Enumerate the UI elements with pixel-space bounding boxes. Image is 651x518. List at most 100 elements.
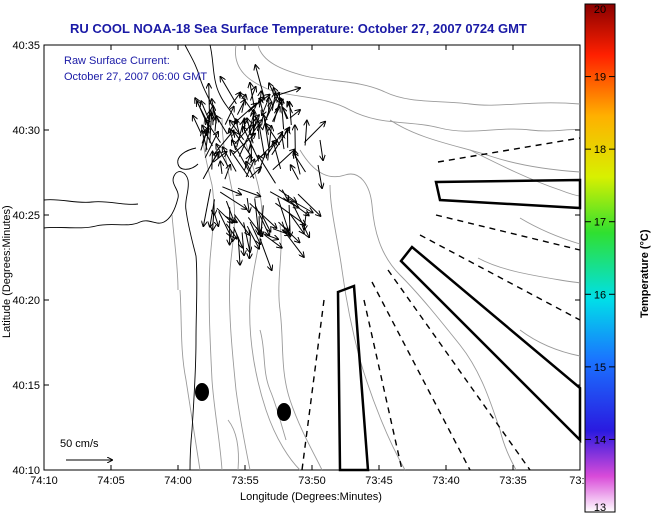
colorbar-tick-label: 18 xyxy=(594,144,606,156)
current-vector xyxy=(205,111,210,136)
colorbar: 13 14 15 16 17 18 19 20 Temperature (°C) xyxy=(584,3,651,514)
current-vector xyxy=(233,229,235,241)
colorbar-label: Temperature (°C) xyxy=(639,229,651,318)
current-vector xyxy=(291,165,299,180)
current-vector xyxy=(216,144,229,167)
map-title: RU COOL NOAA-18 Sea Surface Temperature:… xyxy=(70,21,527,36)
x-tick-label: 74:05 xyxy=(97,475,125,487)
current-vector xyxy=(320,139,323,160)
current-vector xyxy=(238,125,253,157)
current-vector xyxy=(272,150,295,171)
radar-beam-box xyxy=(399,245,582,444)
colorbar-ticks: 13 14 15 16 17 18 19 20 xyxy=(585,3,615,514)
current-vector xyxy=(212,99,217,124)
current-vector xyxy=(255,65,266,101)
colorbar-tick-label: 13 xyxy=(594,502,606,514)
colorbar-tick-label: 15 xyxy=(594,362,606,374)
current-vector xyxy=(258,156,276,184)
current-vector xyxy=(195,98,209,123)
y-tick-label: 40:15 xyxy=(12,380,40,392)
current-vector xyxy=(269,191,298,208)
y-tick-label: 40:10 xyxy=(12,465,40,477)
current-vector xyxy=(218,211,231,236)
x-axis-label: Longitude (Degrees:Minutes) xyxy=(240,491,382,503)
current-vector xyxy=(223,147,237,172)
scale-label: 50 cm/s xyxy=(60,438,99,450)
current-vector xyxy=(232,134,255,155)
current-vector xyxy=(210,113,212,143)
current-vector xyxy=(202,126,213,147)
y-tick-label: 40:35 xyxy=(12,40,40,52)
current-vector xyxy=(304,122,325,143)
current-vector xyxy=(236,100,245,115)
x-tick-label: 74:10 xyxy=(30,475,58,487)
current-vector xyxy=(238,236,240,265)
current-vector xyxy=(246,225,259,249)
current-vector xyxy=(278,189,296,203)
current-vector xyxy=(230,150,250,178)
current-vector xyxy=(259,238,272,271)
radar-beam-box xyxy=(336,284,370,472)
station-marker xyxy=(195,383,209,401)
map-plot: Raw Surface Current: October 27, 2007 06… xyxy=(43,44,582,472)
current-vector xyxy=(224,165,230,180)
current-vector xyxy=(297,193,320,216)
y-tick-label: 40:30 xyxy=(12,125,40,137)
current-vector xyxy=(282,134,284,150)
x-tick-label: 73:35 xyxy=(499,475,527,487)
current-vector xyxy=(212,152,213,170)
current-vector xyxy=(288,212,304,233)
current-vector xyxy=(237,187,260,196)
current-vector xyxy=(277,197,289,231)
colorbar-tick-label: 17 xyxy=(594,217,606,229)
current-vector xyxy=(245,160,254,178)
current-vector xyxy=(201,101,210,121)
y-axis-ticks: 40:10 40:15 40:20 40:25 40:30 40:35 xyxy=(12,40,580,477)
current-vector xyxy=(273,142,282,170)
current-vector xyxy=(262,99,269,115)
colorbar-tick-label: 20 xyxy=(594,4,606,16)
current-vector xyxy=(224,107,234,125)
y-axis-label: Latitude (Degrees:Minutes) xyxy=(1,205,13,338)
plot-frame xyxy=(43,44,581,471)
current-vector xyxy=(317,164,322,188)
x-tick-label: 74:00 xyxy=(164,475,192,487)
current-vector xyxy=(203,189,211,226)
current-vector xyxy=(219,191,246,209)
colorbar-gradient xyxy=(584,3,616,513)
current-vector xyxy=(193,116,202,135)
colorbar-tick-label: 19 xyxy=(594,72,606,84)
current-vector xyxy=(249,87,255,101)
bathymetry-contours xyxy=(171,44,581,471)
current-vector xyxy=(220,161,222,174)
current-vector xyxy=(243,156,250,171)
radar-dashed-lines xyxy=(301,137,581,471)
y-tick-label: 40:25 xyxy=(12,210,40,222)
current-vector xyxy=(249,167,261,178)
current-annotation-line1: Raw Surface Current: xyxy=(64,55,170,67)
radar-beam-box xyxy=(434,178,582,210)
current-vector xyxy=(257,153,266,174)
colorbar-tick-label: 14 xyxy=(594,434,606,446)
current-vector xyxy=(247,198,249,212)
current-vector xyxy=(249,203,277,228)
current-vector xyxy=(265,93,280,121)
current-vector xyxy=(216,116,228,135)
current-vector xyxy=(228,93,240,109)
current-vector xyxy=(272,107,280,122)
current-vector xyxy=(261,205,263,236)
current-vector xyxy=(225,200,234,222)
station-marker xyxy=(277,403,291,421)
current-vector xyxy=(210,199,215,226)
x-tick-label: 73:50 xyxy=(298,475,326,487)
current-vector xyxy=(243,127,259,160)
y-tick-label: 40:20 xyxy=(12,295,40,307)
colorbar-tick-label: 16 xyxy=(594,289,606,301)
current-vector xyxy=(261,213,271,232)
current-vector xyxy=(264,234,282,248)
current-vector xyxy=(233,214,249,234)
current-vector xyxy=(254,198,259,234)
current-vector xyxy=(234,115,259,145)
x-tick-label: 73:45 xyxy=(365,475,393,487)
current-vector xyxy=(243,222,250,252)
